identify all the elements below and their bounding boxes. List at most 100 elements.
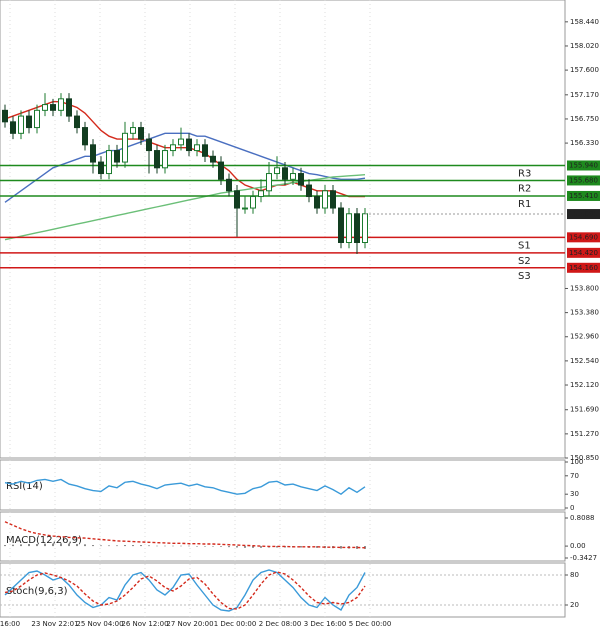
x-tick-label: 27 Nov 20:00 — [166, 620, 213, 628]
candle-body — [194, 144, 200, 152]
y-tick-label: 151.270 — [570, 430, 599, 438]
stoch-panel — [0, 562, 566, 618]
moving-average — [4, 132, 366, 203]
level-name: R1 — [518, 199, 531, 210]
y-tick-label: 158.440 — [570, 18, 599, 26]
level-name: S2 — [518, 256, 531, 267]
candle-body — [330, 190, 336, 209]
macd-bar — [44, 543, 46, 547]
macd-bar — [228, 546, 230, 548]
candle-body — [138, 127, 144, 140]
macd-bar — [260, 546, 262, 548]
level-label: 154.420 — [569, 249, 598, 257]
candle-body — [10, 121, 16, 134]
candle-body — [114, 150, 120, 163]
y-tick-label: 158.020 — [570, 42, 599, 50]
level-box — [567, 247, 600, 258]
macd-bar — [140, 545, 142, 547]
macd-bar — [108, 545, 110, 547]
y-tick-label: 20 — [570, 601, 579, 609]
candle-body — [202, 144, 208, 157]
y-tick-label: 157.170 — [570, 91, 599, 99]
y-tick-label: 150.850 — [570, 454, 599, 462]
candle-body — [18, 115, 24, 134]
y-tick-label: 156.330 — [570, 139, 599, 147]
y-tick-label: 100 — [570, 458, 583, 466]
candle-body — [306, 184, 312, 198]
macd-bar — [124, 545, 126, 547]
macd-bar — [156, 545, 158, 547]
candle-body — [106, 150, 112, 175]
macd-bar — [276, 546, 278, 548]
macd-bar — [316, 546, 318, 548]
stoch-title: Stoch(9,6,3) — [6, 586, 68, 597]
candle-body — [266, 173, 272, 192]
macd-bar — [132, 545, 134, 547]
x-tick-label: 23 Nov 22:01 — [31, 620, 78, 628]
candle-body — [226, 178, 232, 192]
candle-body — [218, 161, 224, 180]
macd-panel — [0, 511, 566, 562]
candle-body — [146, 138, 152, 152]
level-name: R2 — [518, 183, 531, 194]
y-tick-label: 156.750 — [570, 115, 599, 123]
macd-signal — [4, 521, 366, 549]
macd-bar — [236, 546, 238, 548]
y-tick-label: 152.960 — [570, 333, 599, 341]
macd-bar — [180, 545, 182, 547]
macd-bar — [220, 546, 222, 547]
macd-bar — [212, 546, 214, 547]
y-tick-label: 152.120 — [570, 381, 599, 389]
candle-body — [42, 104, 48, 111]
y-tick-label: 151.690 — [570, 406, 599, 414]
level-label: 155.680 — [569, 176, 598, 184]
candle-body — [170, 144, 176, 152]
macd-bar — [300, 546, 302, 548]
y-tick-label: -0.3427 — [570, 554, 597, 562]
macd-bar — [76, 544, 78, 547]
level-label: 155.940 — [569, 162, 598, 170]
candle-body — [98, 161, 104, 175]
candle-body — [178, 138, 184, 146]
level-name: S1 — [518, 240, 531, 251]
last-price-label: 155.095 — [569, 210, 598, 218]
macd-bar — [340, 546, 342, 549]
macd-title: MACD(12,26,9) — [6, 535, 82, 546]
candle-body — [250, 196, 256, 209]
candle-body — [234, 190, 240, 209]
candle-body — [258, 190, 264, 198]
stoch-d — [4, 571, 366, 610]
macd-bar — [196, 546, 198, 547]
candle-body — [242, 207, 248, 210]
price-panel — [0, 0, 566, 459]
level-box — [567, 232, 600, 243]
candle-body — [90, 144, 96, 163]
y-tick-label: 0 — [570, 504, 574, 512]
macd-bar — [4, 545, 6, 547]
candle-body — [58, 98, 64, 111]
level-name: S3 — [518, 271, 531, 282]
x-tick-label: 2 Dec 08:00 — [259, 620, 302, 628]
rsi-line — [4, 478, 366, 496]
rsi-title: RSI(14) — [6, 481, 43, 492]
candle-body — [210, 155, 216, 163]
level-label: 154.690 — [569, 233, 598, 241]
level-label: 155.410 — [569, 192, 598, 200]
candle-body — [122, 132, 128, 163]
level-box — [567, 262, 600, 273]
y-tick-label: 157.600 — [570, 66, 599, 74]
moving-average — [4, 101, 365, 198]
y-tick-label: 153.380 — [570, 309, 599, 317]
y-tick-label: 153.800 — [570, 284, 599, 292]
candle-body — [282, 167, 288, 180]
level-name: R3 — [518, 169, 531, 180]
macd-bar — [356, 546, 358, 549]
candle-body — [322, 190, 328, 209]
candle-body — [26, 115, 32, 129]
macd-bar — [36, 544, 38, 547]
x-tick-label: 25 Nov 04:00 — [76, 620, 123, 628]
level-box — [567, 175, 600, 186]
candle-body — [362, 213, 368, 244]
candle-body — [2, 109, 8, 123]
